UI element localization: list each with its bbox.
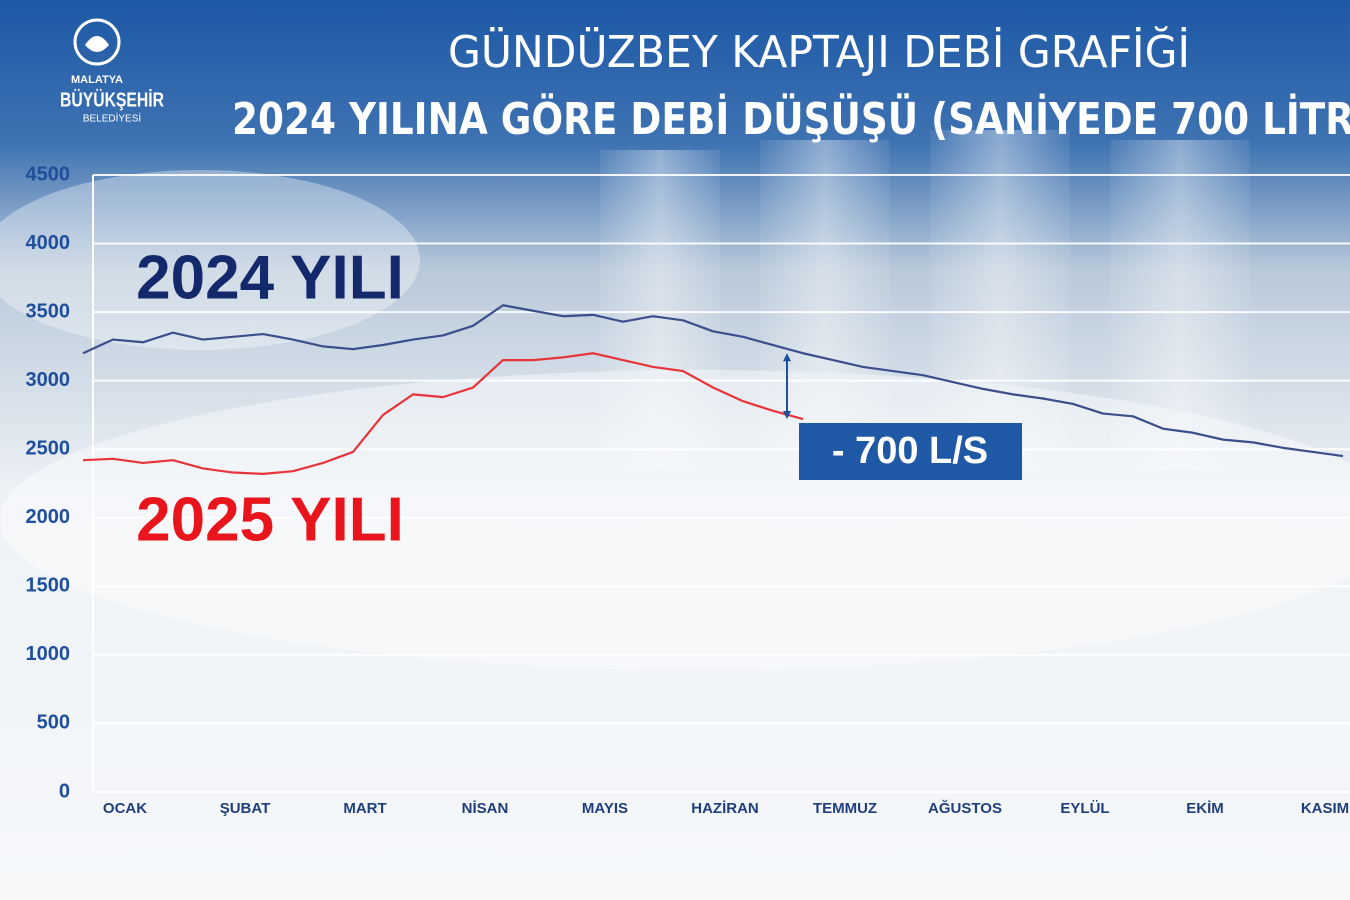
series-line [82, 304, 1344, 458]
chart-subtitle: 2024 YILINA GÖRE DEBİ DÜŞÜŞÜ (SANİYEDE 7… [232, 92, 1350, 145]
y-tick-label: 500 [37, 712, 70, 734]
annotation: - 700 L/S [832, 430, 988, 472]
series-label: 2025 YILI [136, 485, 404, 554]
logo-text: BÜYÜKŞEHİR [60, 88, 164, 111]
x-tick-label: EYLÜL [1060, 800, 1109, 817]
arrow-head [783, 411, 791, 420]
logo: MALATYA BÜYÜKŞEHİR BELEDİYESİ [60, 18, 164, 125]
y-tick-label: 2500 [26, 438, 71, 460]
y-tick-label: 3000 [26, 369, 71, 391]
y-tick-label: 4500 [26, 163, 71, 185]
x-tick-label: HAZİRAN [691, 800, 759, 817]
series-label: 2024 YILI [136, 243, 404, 312]
y-tick-label: 4000 [26, 232, 71, 254]
series-line [82, 352, 804, 476]
arrow-head [783, 353, 791, 362]
y-tick-label: 0 [59, 780, 70, 802]
x-tick-label: OCAK [103, 800, 147, 817]
x-tick-label: KASIM [1301, 800, 1349, 817]
y-tick-label: 2000 [26, 506, 71, 528]
annotation-box [799, 423, 1022, 480]
y-tick-label: 1000 [26, 643, 71, 665]
x-tick-label: TEMMUZ [813, 800, 877, 817]
logo-text: MALATYA [71, 74, 123, 86]
x-tick-label: AĞUSTOS [928, 799, 1002, 817]
x-tick-label: NİSAN [462, 800, 509, 817]
y-tick-label: 3500 [26, 300, 71, 322]
chart-title: GÜNDÜZBEY KAPTAJI DEBİ GRAFİĞİ [448, 25, 1190, 78]
logo-text: BELEDİYESİ [83, 112, 141, 125]
x-tick-label: ŞUBAT [220, 800, 271, 817]
x-tick-label: MAYIS [582, 800, 628, 817]
y-tick-label: 1500 [26, 575, 71, 597]
x-tick-label: MART [343, 800, 386, 817]
x-tick-label: EKİM [1186, 800, 1224, 817]
